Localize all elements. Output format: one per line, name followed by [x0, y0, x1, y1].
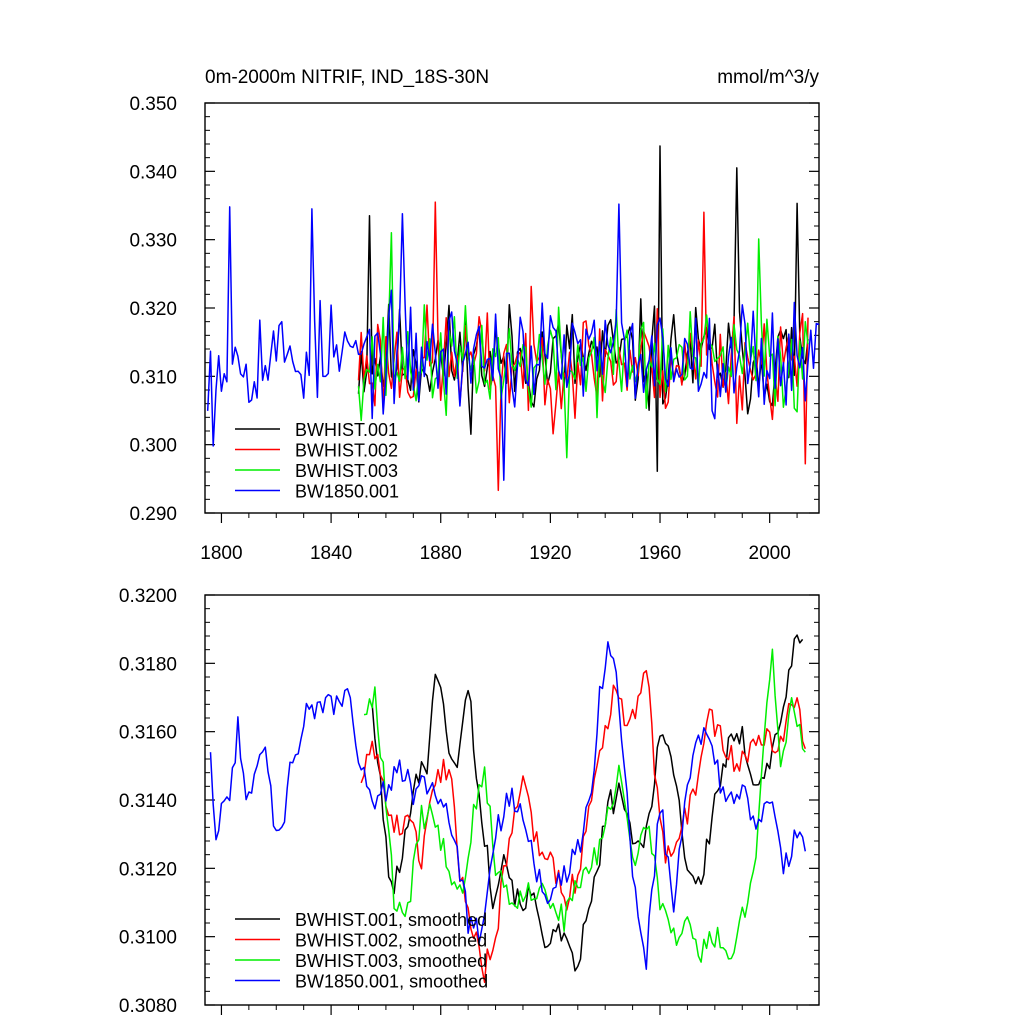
y-tick-label: 0.330: [129, 231, 177, 252]
legend-label: BWHIST.002: [295, 441, 398, 461]
y-tick-label: 0.290: [129, 504, 177, 525]
bottom-series-group: [209, 634, 807, 984]
top-chart-units: mmol/m^3/y: [717, 67, 819, 88]
legend-label: BWHIST.003: [295, 461, 398, 481]
series-line-4: [206, 203, 820, 481]
top-x-axis-labels: 1800 1840 1880 1920 1960 2000: [200, 543, 790, 564]
legend-label: BW1850.001: [295, 482, 399, 502]
series-line-4: [209, 641, 807, 970]
y-tick-label: 0.340: [129, 162, 177, 183]
x-tick-label: 1840: [310, 543, 352, 564]
y-tick-label: 0.3160: [119, 723, 177, 744]
legend-label: BWHIST.002, smoothed: [295, 931, 487, 951]
y-tick-label: 0.320: [129, 299, 177, 320]
series-line-1: [371, 634, 804, 972]
y-tick-label: 0.3200: [119, 586, 177, 607]
legend-label: BWHIST.001: [295, 420, 398, 440]
top-panel: 0m-2000m NITRIF, IND_18S-30N mmol/m^3/y …: [129, 67, 820, 564]
x-tick-label: 1880: [420, 543, 462, 564]
x-tick-label: 1800: [200, 543, 242, 564]
y-tick-label: 0.3080: [119, 996, 177, 1017]
series-line-1: [357, 145, 809, 473]
x-tick-label: 1960: [639, 543, 681, 564]
x-tick-label: 2000: [749, 543, 791, 564]
top-series-group: [206, 145, 820, 492]
bottom-axis-ticks: [205, 594, 819, 1015]
bottom-y-axis-labels: 0.3080 0.3100 0.3120 0.3140 0.3160 0.3180 0.32…: [119, 586, 177, 1017]
legend-label: BWHIST.001, smoothed: [295, 910, 487, 930]
y-tick-label: 0.3100: [119, 928, 177, 949]
series-line-3: [363, 648, 806, 963]
legend-label: BWHIST.003, smoothed: [295, 951, 487, 971]
y-tick-label: 0.300: [129, 436, 177, 457]
y-tick-label: 0.3120: [119, 859, 177, 880]
y-tick-label: 0.310: [129, 367, 177, 388]
y-tick-label: 0.350: [129, 94, 177, 115]
top-chart-title: 0m-2000m NITRIF, IND_18S-30N: [205, 67, 489, 88]
top-axis-ticks: [205, 102, 819, 523]
series-line-3: [357, 232, 809, 459]
x-tick-label: 1920: [529, 543, 571, 564]
legend-label: BW1850.001, smoothed: [295, 972, 488, 992]
y-tick-label: 0.3180: [119, 654, 177, 675]
bottom-panel: 0.3080 0.3100 0.3120 0.3140 0.3160 0.3180 0.32…: [119, 586, 820, 1017]
top-y-axis-labels: 0.290 0.300 0.310 0.320 0.330 0.340 0.350: [129, 94, 177, 525]
y-tick-label: 0.3140: [119, 791, 177, 812]
